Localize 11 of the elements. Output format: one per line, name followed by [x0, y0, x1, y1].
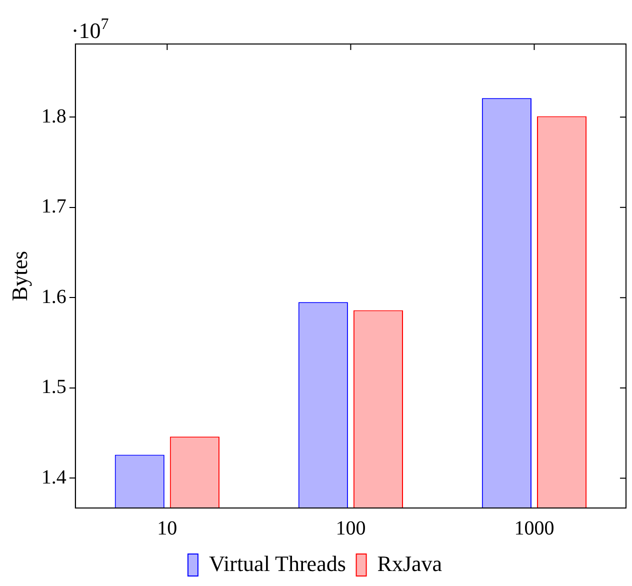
y-axis-title: Bytes	[6, 250, 32, 302]
y-tick-label: 1.6	[41, 286, 66, 308]
x-tick-label: 10	[157, 517, 178, 540]
y-tick-label: 1.5	[41, 376, 66, 398]
y-tick-label: 1.4	[41, 466, 66, 488]
y-tick-label: 1.8	[41, 105, 66, 128]
y-tick-label: 1.7	[41, 196, 66, 218]
x-tick-label: 1000	[514, 517, 554, 540]
x-tick-label: 100	[336, 517, 366, 540]
legend-label: Virtual Threads	[208, 550, 346, 576]
legend-label: RxJava	[377, 550, 442, 576]
